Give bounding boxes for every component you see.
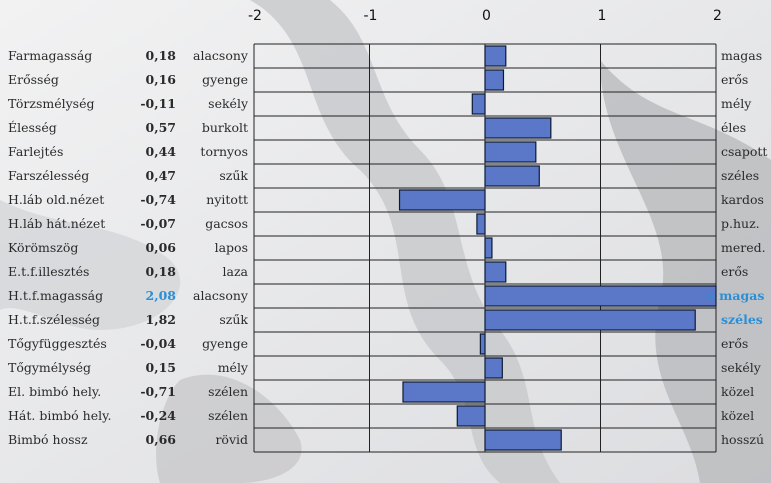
high-end-label: p.huz. [721, 216, 760, 231]
low-end-label: tornyos [200, 144, 248, 159]
trait-label: Törzsmélység [8, 96, 95, 111]
value-label: 0,15 [145, 360, 176, 375]
value-label: 0,18 [145, 48, 176, 63]
low-end-label: mély [217, 360, 248, 375]
value-label: 2,08 [145, 288, 176, 303]
trait-label: Hát. bimbó hely. [8, 408, 112, 423]
trait-label: Farszélesség [8, 168, 90, 183]
low-end-label: szélen [208, 408, 248, 423]
high-end-label: csapott [721, 144, 768, 159]
low-end-label: szélen [208, 384, 248, 399]
bar [484, 429, 562, 451]
high-end-label: közel [721, 408, 755, 423]
low-end-label: lapos [214, 240, 248, 255]
bar [479, 333, 486, 355]
bar [484, 309, 696, 331]
high-end-label: erős [721, 72, 749, 87]
high-end-label: éles [721, 120, 747, 135]
bar [398, 189, 486, 211]
bar [476, 213, 486, 235]
value-label: 0,66 [145, 432, 176, 447]
value-label: -0,11 [140, 96, 176, 111]
high-end-label: erős [721, 336, 749, 351]
trait-label: H.t.f.magasság [8, 288, 104, 303]
trait-label: H.láb hát.nézet [8, 216, 106, 231]
bar [484, 45, 507, 67]
trait-label: Farlejtés [8, 144, 64, 159]
high-end-label: mered. [721, 240, 766, 255]
value-label: 0,06 [145, 240, 176, 255]
value-label: 0,44 [145, 144, 176, 159]
trait-label: Erősség [8, 72, 59, 87]
value-label: 1,82 [145, 312, 176, 327]
x-tick-label: 1 [597, 8, 607, 24]
bar [484, 357, 503, 379]
low-end-label: gyenge [202, 336, 248, 351]
trait-label: El. bimbó hely. [8, 384, 102, 399]
high-end-label: kardos [721, 192, 764, 207]
bar [402, 381, 486, 403]
trait-label: Élesség [8, 120, 57, 135]
high-end-label: közel [721, 384, 755, 399]
low-end-label: szűk [219, 168, 248, 183]
value-label: 0,18 [145, 264, 176, 279]
bar [471, 93, 486, 115]
trait-label: Farmagasság [8, 48, 93, 63]
low-end-label: burkolt [201, 120, 248, 135]
high-end-label: hosszú [721, 432, 765, 447]
low-end-label: laza [222, 264, 249, 279]
x-tick-label: -2 [248, 8, 262, 24]
x-tick-label: 2 [713, 8, 722, 24]
trait-label: Bimbó hossz [8, 432, 88, 447]
value-label: 0,47 [145, 168, 176, 183]
value-label: -0,07 [140, 216, 176, 231]
value-label: -0,04 [140, 336, 176, 351]
bar [484, 165, 540, 187]
low-end-label: sekély [208, 96, 248, 111]
trait-label: Tőgyfüggesztés [8, 336, 107, 351]
bar [484, 237, 493, 259]
value-label: 0,16 [145, 72, 176, 87]
bar [484, 117, 552, 139]
trait-label: Körömszög [8, 240, 79, 255]
high-end-label: széles [721, 168, 760, 183]
high-end-label: széles [721, 312, 763, 327]
high-end-label: erős [721, 264, 749, 279]
trait-label: H.láb old.nézet [8, 192, 105, 207]
low-end-label: nyitott [206, 192, 248, 207]
bar [484, 69, 505, 91]
value-label: -0,24 [140, 408, 176, 423]
low-end-label: alacsony [193, 288, 248, 303]
high-end-label: mély [721, 96, 752, 111]
bar [484, 141, 537, 163]
value-label: -0,71 [140, 384, 176, 399]
low-end-label: rövid [215, 432, 248, 447]
bar [484, 261, 507, 283]
high-end-label: » magas [707, 288, 765, 303]
trait-label: H.t.f.szélesség [8, 312, 101, 327]
value-label: 0,57 [145, 120, 176, 135]
low-end-label: szűk [219, 312, 248, 327]
trait-label: E.t.f.illesztés [8, 264, 90, 279]
bar [484, 285, 717, 307]
low-end-label: gacsos [205, 216, 248, 231]
x-tick-label: -1 [363, 8, 378, 24]
value-label: -0,74 [140, 192, 176, 207]
bar [456, 405, 486, 427]
high-end-label: sekély [721, 360, 761, 375]
trait-label: Tőgymélység [8, 360, 92, 375]
bars [398, 45, 717, 451]
low-end-label: alacsony [193, 48, 248, 63]
high-end-label: magas [721, 48, 763, 63]
low-end-label: gyenge [202, 72, 248, 87]
x-tick-label: 0 [482, 8, 491, 24]
